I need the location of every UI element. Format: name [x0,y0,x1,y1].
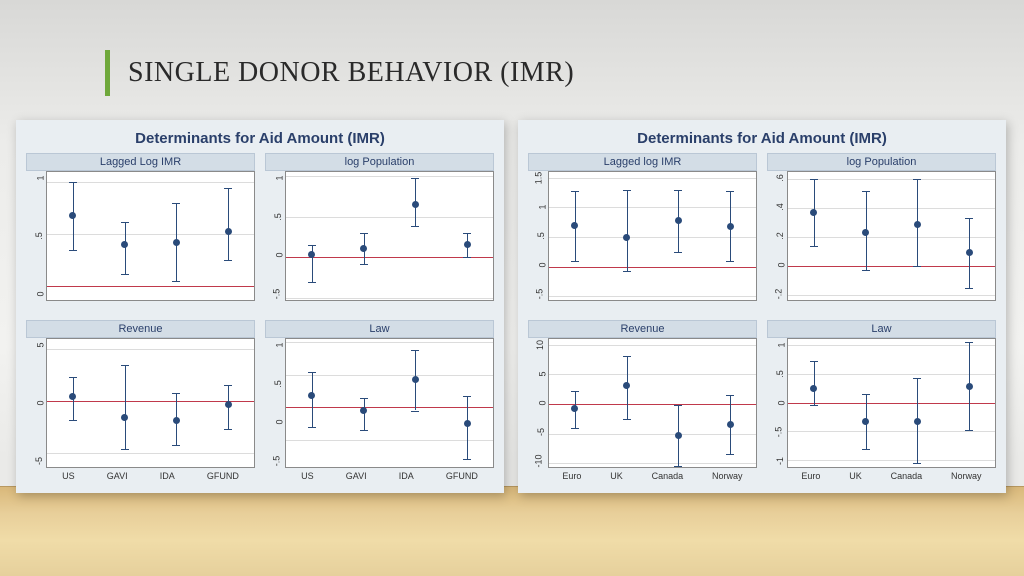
ci-whisker [467,396,468,460]
plot-area [787,338,996,468]
point-estimate [571,405,578,412]
plot-area [285,338,494,468]
y-axis: .6.4.20-.2 [767,171,787,301]
floor-background [0,486,1024,576]
plot-area [46,171,255,301]
panel-title: log Population [265,153,494,171]
point-estimate [623,382,630,389]
point-estimate [810,385,817,392]
y-axis: 50-5 [26,338,46,468]
plot-area [787,171,996,301]
point-estimate [308,392,315,399]
figures-container: Determinants for Aid Amount (IMR) Lagged … [16,120,1006,493]
ci-whisker [125,365,126,449]
point-estimate [623,234,630,241]
panel-title: Revenue [26,320,255,338]
panel: log Population1.50-.5 [265,153,494,314]
point-estimate [862,229,869,236]
panel: Lagged Log IMR1.50 [26,153,255,314]
point-estimate [173,417,180,424]
panel: Revenue50-5USGAVIIDAGFUND [26,320,255,481]
slide-title-wrap: SINGLE DONOR BEHAVIOR (IMR) [105,50,574,96]
panel: Law1.50-.5-1EuroUKCanadaNorway [767,320,996,481]
panel-title: Lagged Log IMR [26,153,255,171]
x-axis: EuroUKCanadaNorway [548,468,757,481]
ci-whisker [228,188,229,261]
plot-area [46,338,255,468]
x-axis: USGAVIIDAGFUND [285,468,494,481]
point-estimate [464,241,471,248]
panel-title: Law [767,320,996,338]
y-axis: 1.50-.5 [265,338,285,468]
point-estimate [173,239,180,246]
point-estimate [966,249,973,256]
y-axis: 1.50-.5 [265,171,285,301]
panel-grid: Lagged Log IMR1.50log Population1.50-.5R… [26,153,494,481]
panel-title: Law [265,320,494,338]
point-estimate [675,217,682,224]
slide-title: SINGLE DONOR BEHAVIOR (IMR) [128,57,574,89]
point-estimate [966,383,973,390]
point-estimate [121,414,128,421]
point-estimate [914,221,921,228]
point-estimate [412,376,419,383]
point-estimate [464,420,471,427]
point-estimate [810,209,817,216]
title-accent-bar [105,50,110,96]
point-estimate [225,401,232,408]
figure-title: Determinants for Aid Amount (IMR) [26,130,494,147]
point-estimate [727,421,734,428]
figure-1: Determinants for Aid Amount (IMR) Lagged … [518,120,1006,493]
point-estimate [121,241,128,248]
ci-whisker [814,361,815,405]
point-estimate [360,245,367,252]
plot-area [285,171,494,301]
figure-title: Determinants for Aid Amount (IMR) [528,130,996,147]
point-estimate [412,201,419,208]
y-axis: 1.51.50-.5 [528,171,548,301]
point-estimate [914,418,921,425]
panel: Law1.50-.5USGAVIIDAGFUND [265,320,494,481]
ci-whisker [627,190,628,272]
x-axis: USGAVIIDAGFUND [46,468,255,481]
point-estimate [69,212,76,219]
panel-grid: Lagged log IMR1.51.50-.5log Population.6… [528,153,996,481]
panel: Revenue1050-5-10EuroUKCanadaNorway [528,320,757,481]
plot-area [548,171,757,301]
point-estimate [69,393,76,400]
y-axis: 1.50 [26,171,46,301]
ci-whisker [312,372,313,427]
y-axis: 1050-5-10 [528,338,548,468]
point-estimate [675,432,682,439]
point-estimate [727,223,734,230]
plot-area [548,338,757,468]
figure-0: Determinants for Aid Amount (IMR) Lagged … [16,120,504,493]
panel: Lagged log IMR1.51.50-.5 [528,153,757,314]
panel: log Population.6.4.20-.2 [767,153,996,314]
panel-title: log Population [767,153,996,171]
point-estimate [360,407,367,414]
point-estimate [571,222,578,229]
point-estimate [225,228,232,235]
point-estimate [862,418,869,425]
y-axis: 1.50-.5-1 [767,338,787,468]
panel-title: Lagged log IMR [528,153,757,171]
x-axis: EuroUKCanadaNorway [787,468,996,481]
panel-title: Revenue [528,320,757,338]
